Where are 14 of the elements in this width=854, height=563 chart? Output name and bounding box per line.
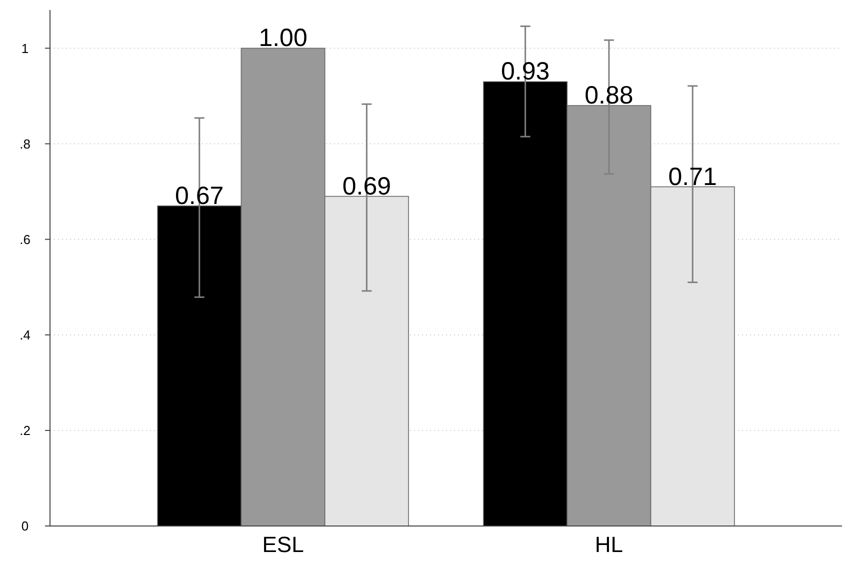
data-label: 1.00 [258,24,308,52]
data-label: 0.67 [175,182,224,210]
y-tick-label: .6 [20,232,30,247]
data-label: 0.71 [668,162,717,191]
y-tick-label: .2 [20,422,30,438]
x-tick-label: ESL [262,532,304,557]
y-tick-label: .8 [20,136,30,152]
data-label: 0.88 [584,82,634,110]
data-label: 0.93 [500,58,550,86]
y-tick-label: 1 [21,40,29,56]
y-tick-label: .4 [20,327,30,342]
y-tick-label: 0 [21,518,29,534]
x-tick-label: HL [594,532,624,557]
data-label: 0.69 [342,172,392,200]
